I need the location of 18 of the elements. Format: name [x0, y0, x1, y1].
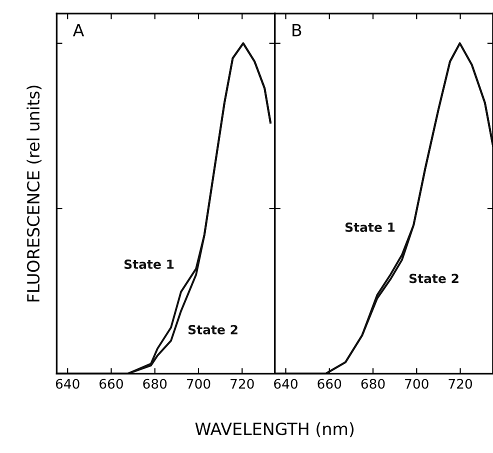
x-tick-label: 680: [361, 378, 385, 389]
x-tick-label: 660: [100, 378, 123, 389]
text: B: [292, 24, 302, 36]
series-label: State 2: [409, 274, 458, 284]
x-tick-label: 700: [405, 378, 428, 389]
x-tick-label: 680: [143, 378, 167, 389]
x-tick-label: 640: [274, 378, 298, 389]
series-label: State 1: [124, 260, 174, 269]
x-tick-label: 700: [186, 378, 210, 389]
x-tick-label: 660: [318, 378, 342, 389]
y-axis-title: FLUORESCENCE (rel units): [26, 86, 42, 302]
text: A: [72, 24, 84, 36]
series-label: State 2: [188, 324, 238, 334]
x-tick-label: 640: [56, 378, 80, 389]
series-label: State 1: [345, 222, 395, 232]
x-tick-label: 720: [448, 378, 472, 389]
x-tick-label: 720: [230, 378, 254, 389]
x-axis-title: WAVELENGTH (nm): [195, 422, 354, 438]
